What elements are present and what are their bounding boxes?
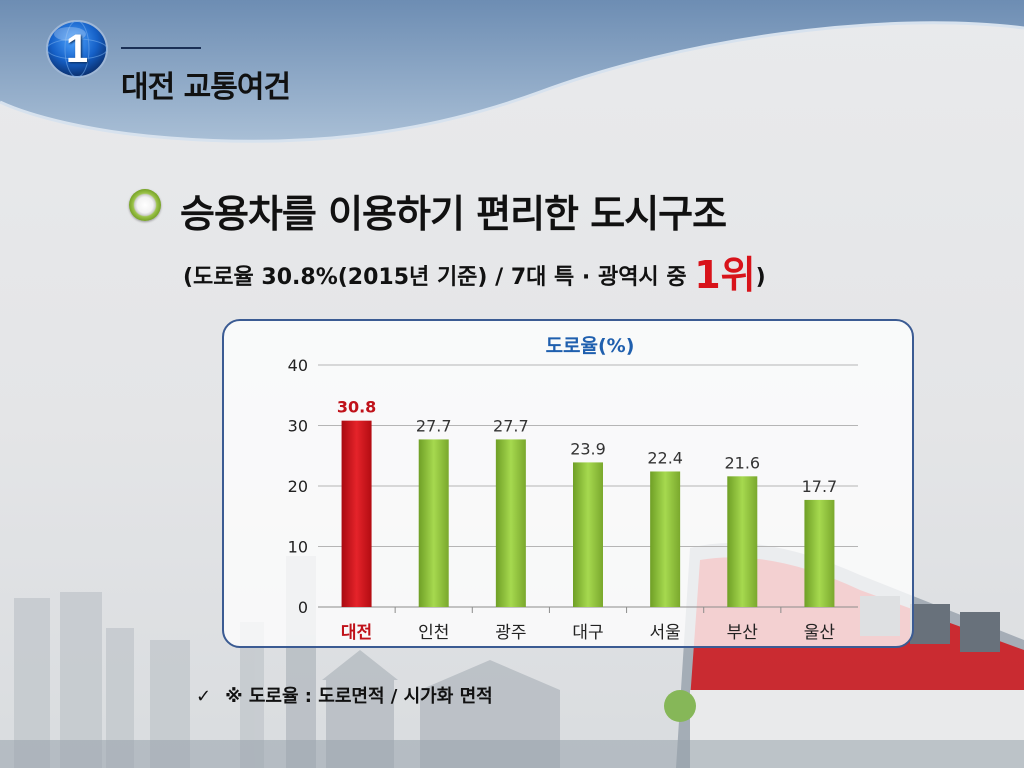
data-label: 27.7 xyxy=(416,416,452,435)
road-ratio-bar-chart: 도로율(%) 0 10 20 30 40 30.8 27.7 27.7 23.9 22.4 21.… xyxy=(288,335,858,643)
chart-panel xyxy=(222,319,914,648)
data-label: 21.6 xyxy=(724,453,760,472)
subline-text: (도로율 30.8%(2015년 기준) / 7대 특 · 광역시 중 xyxy=(183,265,695,290)
x-tick-label: 부산 xyxy=(727,623,759,643)
rank-highlight: 1위 xyxy=(694,253,756,297)
bar-인천 xyxy=(418,439,449,607)
bar-광주 xyxy=(495,439,526,607)
bar-부산 xyxy=(727,476,758,607)
chart-title: 도로율(%) xyxy=(546,335,635,357)
x-tick-label: 서울 xyxy=(650,623,681,643)
x-tick-label: 대전 xyxy=(341,623,372,643)
subline-close: ) xyxy=(755,265,766,290)
bar-울산 xyxy=(804,499,835,607)
chart-bars: 30.8 27.7 27.7 23.9 22.4 21.6 17.7 xyxy=(337,398,837,607)
header-wave xyxy=(0,0,1024,143)
checkmark-icon: ✓ xyxy=(196,686,212,707)
bar-대전 xyxy=(341,420,372,607)
chart-y-axis: 0 10 20 30 40 xyxy=(288,356,308,617)
y-tick-label: 40 xyxy=(288,356,308,375)
green-orb-bullet-icon xyxy=(129,189,161,221)
x-tick-label: 울산 xyxy=(804,623,836,643)
bar-대구 xyxy=(573,462,603,607)
y-tick-label: 10 xyxy=(288,538,308,557)
y-tick-label: 30 xyxy=(288,417,308,436)
data-label: 27.7 xyxy=(493,416,529,435)
footnote: ✓ ※ 도로율 : 도로면적 / 시가화 면적 xyxy=(196,682,493,708)
title-rule xyxy=(121,47,201,49)
footnote-text: ※ 도로율 : 도로면적 / 시가화 면적 xyxy=(225,686,493,707)
y-tick-label: 20 xyxy=(288,477,308,496)
headline: 승용차를 이용하기 편리한 도시구조 xyxy=(180,192,727,236)
subline: (도로율 30.8%(2015년 기준) / 7대 특 · 광역시 중 1위) xyxy=(183,244,766,299)
section-title: 대전 교통여건 xyxy=(121,70,291,105)
globe-badge-icon xyxy=(46,20,108,78)
x-tick-label: 인천 xyxy=(418,623,449,643)
y-tick-label: 0 xyxy=(298,598,308,617)
bar-서울 xyxy=(650,471,681,607)
data-label: 23.9 xyxy=(570,439,606,458)
data-label: 22.4 xyxy=(647,448,683,467)
data-label: 30.8 xyxy=(337,398,376,417)
chart-x-axis: 대전 인천 광주 대구 서울 부산 울산 xyxy=(341,607,835,643)
section-number: 1 xyxy=(65,26,89,71)
x-tick-label: 대구 xyxy=(572,623,603,643)
x-tick-label: 광주 xyxy=(495,623,526,643)
data-label: 17.7 xyxy=(802,477,838,496)
